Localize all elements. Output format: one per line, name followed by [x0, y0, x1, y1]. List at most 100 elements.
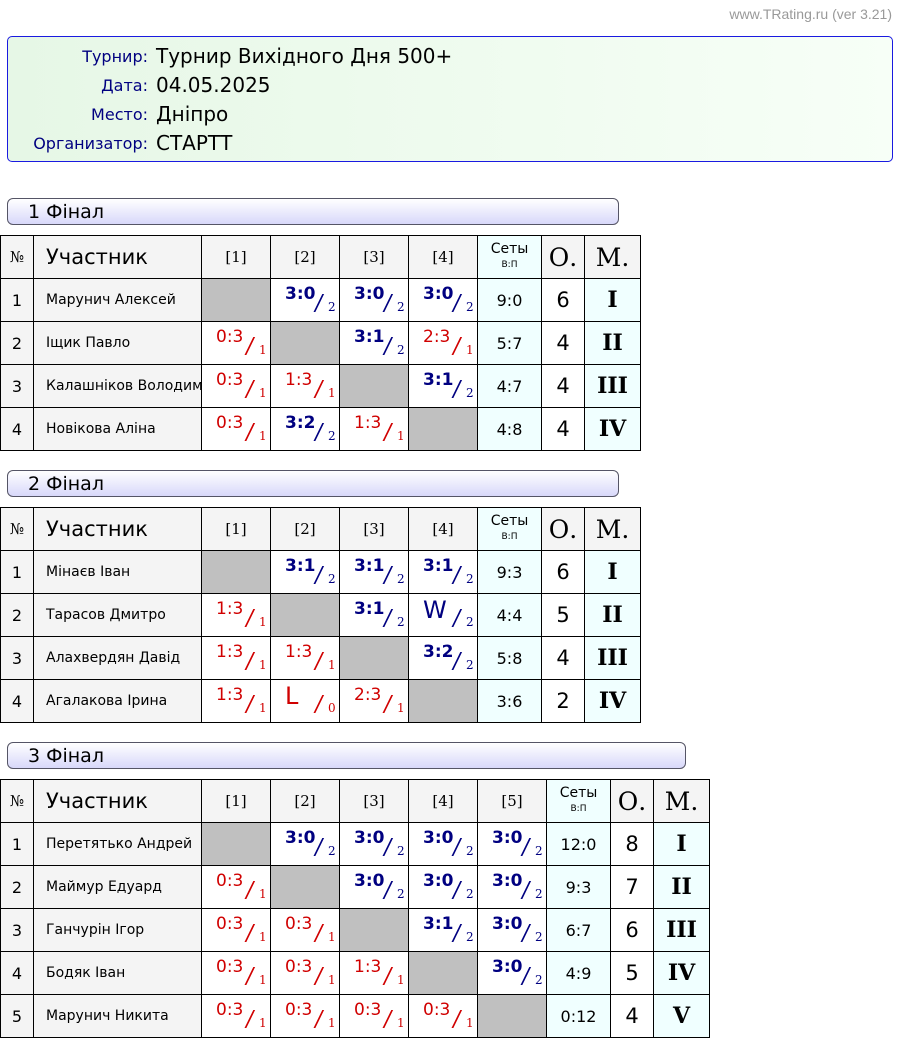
- match-points: 2: [535, 930, 543, 944]
- result-cell[interactable]: 0:3/1: [270, 994, 340, 1038]
- player-name[interactable]: Перетятько Андрей: [33, 822, 202, 866]
- match-result: 0:3/1: [206, 995, 267, 1033]
- info-value: 04.05.2025: [156, 73, 271, 97]
- header-opponent: [1]: [201, 507, 271, 551]
- player-name[interactable]: Агалакова Ірина: [33, 679, 202, 723]
- player-name[interactable]: Маймур Едуард: [33, 865, 202, 909]
- result-cell[interactable]: 3:0/2: [270, 822, 340, 866]
- result-cell[interactable]: 0:3/1: [408, 994, 478, 1038]
- result-cell[interactable]: 0:3/1: [270, 951, 340, 995]
- result-cell[interactable]: 0:3/1: [201, 994, 271, 1038]
- table-header-row: № Участник [1] [2] [3] [4] Сеты В:П О. М.: [0, 235, 641, 279]
- player-num: 4: [0, 679, 34, 723]
- match-points: 1: [397, 429, 405, 443]
- match-result: 3:0/2: [413, 866, 474, 904]
- result-cell[interactable]: 1:3/1: [270, 636, 340, 680]
- match-points: 1: [328, 658, 336, 672]
- match-points: 2: [328, 300, 336, 314]
- result-cell[interactable]: 3:0/2: [339, 865, 409, 909]
- result-cell[interactable]: 3:1/2: [339, 593, 409, 637]
- table-row: 1 Перетятько Андрей 3:0/2 3:0/2 3:0/2 3:0/2 12…: [0, 822, 710, 866]
- result-cell[interactable]: 3:1/2: [408, 364, 478, 408]
- result-cell[interactable]: L /0: [270, 679, 340, 723]
- result-cell[interactable]: 3:1/2: [339, 550, 409, 594]
- result-cell[interactable]: 3:0/2: [270, 278, 340, 322]
- player-name[interactable]: Алахвердян Давід: [33, 636, 202, 680]
- player-num: 2: [0, 593, 34, 637]
- self-cell: [477, 994, 547, 1038]
- result-cell[interactable]: 3:0/2: [477, 951, 547, 995]
- player-name[interactable]: Ганчурін Ігор: [33, 908, 202, 952]
- result-cell[interactable]: 0:3/1: [339, 994, 409, 1038]
- result-cell[interactable]: 3:0/2: [477, 908, 547, 952]
- result-cell[interactable]: 3:0/2: [477, 865, 547, 909]
- player-name[interactable]: Мінаєв Іван: [33, 550, 202, 594]
- result-cell[interactable]: 1:3/1: [201, 593, 271, 637]
- player-sets: 4:8: [477, 407, 542, 451]
- match-points: 2: [397, 615, 405, 629]
- result-cell[interactable]: 3:1/2: [339, 321, 409, 365]
- player-points: 4: [541, 636, 585, 680]
- player-name[interactable]: Бодяк Іван: [33, 951, 202, 995]
- player-name[interactable]: Новікова Аліна: [33, 407, 202, 451]
- result-cell[interactable]: 1:3/1: [201, 636, 271, 680]
- result-cell[interactable]: 3:0/2: [339, 278, 409, 322]
- result-cell[interactable]: 3:0/2: [408, 278, 478, 322]
- match-points: 2: [466, 386, 474, 400]
- player-name[interactable]: Іщик Павло: [33, 321, 202, 365]
- match-points: 2: [328, 429, 336, 443]
- result-cell[interactable]: 1:3/1: [201, 679, 271, 723]
- player-name[interactable]: Марунич Никита: [33, 994, 202, 1038]
- standings-table: № Участник [1] [2] [3] [4] Сеты В:П О. М. 1 Мінаєв …: [0, 507, 641, 723]
- match-points: 2: [466, 844, 474, 858]
- result-cell[interactable]: W/2: [408, 593, 478, 637]
- player-name[interactable]: Марунич Алексей: [33, 278, 202, 322]
- player-num: 1: [0, 550, 34, 594]
- result-cell[interactable]: 0:3/1: [201, 865, 271, 909]
- result-cell[interactable]: 3:0/2: [477, 822, 547, 866]
- result-cell[interactable]: 0:3/1: [270, 908, 340, 952]
- match-score: 3:1: [354, 599, 385, 619]
- result-cell[interactable]: 2:3/1: [408, 321, 478, 365]
- result-cell[interactable]: 3:0/2: [408, 822, 478, 866]
- match-result: 3:0/2: [482, 823, 543, 861]
- result-cell[interactable]: 3:0/2: [408, 865, 478, 909]
- slash-icon: /: [243, 606, 256, 631]
- self-cell: [408, 951, 478, 995]
- player-name[interactable]: Тарасов Дмитро: [33, 593, 202, 637]
- result-cell[interactable]: 1:3/1: [270, 364, 340, 408]
- result-cell[interactable]: 1:3/1: [339, 407, 409, 451]
- info-label: Турнир:: [82, 46, 148, 66]
- slash-icon: /: [312, 1007, 325, 1032]
- result-cell[interactable]: 3:0/2: [339, 822, 409, 866]
- self-cell: [339, 364, 409, 408]
- result-cell[interactable]: 0:3/1: [201, 321, 271, 365]
- match-result: 0:3/1: [275, 909, 336, 947]
- result-cell[interactable]: 0:3/1: [201, 364, 271, 408]
- match-result: 3:1/2: [413, 365, 474, 403]
- match-score: 3:0: [423, 828, 454, 848]
- match-points: 2: [535, 973, 543, 987]
- result-cell[interactable]: 3:1/2: [270, 550, 340, 594]
- result-cell[interactable]: 1:3/1: [339, 951, 409, 995]
- match-points: 1: [397, 973, 405, 987]
- match-result: 3:1/2: [275, 551, 336, 589]
- result-cell[interactable]: 2:3/1: [339, 679, 409, 723]
- result-cell[interactable]: 0:3/1: [201, 908, 271, 952]
- table-row: 2 Іщик Павло 0:3/1 3:1/2 2:3/1 5:7 4 II: [0, 321, 641, 365]
- result-cell[interactable]: 0:3/1: [201, 951, 271, 995]
- result-cell[interactable]: 0:3/1: [201, 407, 271, 451]
- player-place: V: [653, 994, 710, 1038]
- result-cell[interactable]: 3:1/2: [408, 550, 478, 594]
- result-cell[interactable]: 3:2/2: [408, 636, 478, 680]
- result-cell[interactable]: 3:2/2: [270, 407, 340, 451]
- header-points: О.: [541, 235, 585, 279]
- player-name[interactable]: Калашніков Володимир: [33, 364, 202, 408]
- site-link[interactable]: www.TRating.ru (ver 3.21): [729, 6, 892, 22]
- table-row: 1 Мінаєв Іван 3:1/2 3:1/2 3:1/2 9:3 6 I: [0, 550, 641, 594]
- result-cell[interactable]: 3:1/2: [408, 908, 478, 952]
- header-name: Участник: [33, 507, 202, 551]
- player-place: II: [584, 321, 641, 365]
- player-sets: 9:3: [546, 865, 611, 909]
- group-title: 3 Фінал: [7, 742, 686, 769]
